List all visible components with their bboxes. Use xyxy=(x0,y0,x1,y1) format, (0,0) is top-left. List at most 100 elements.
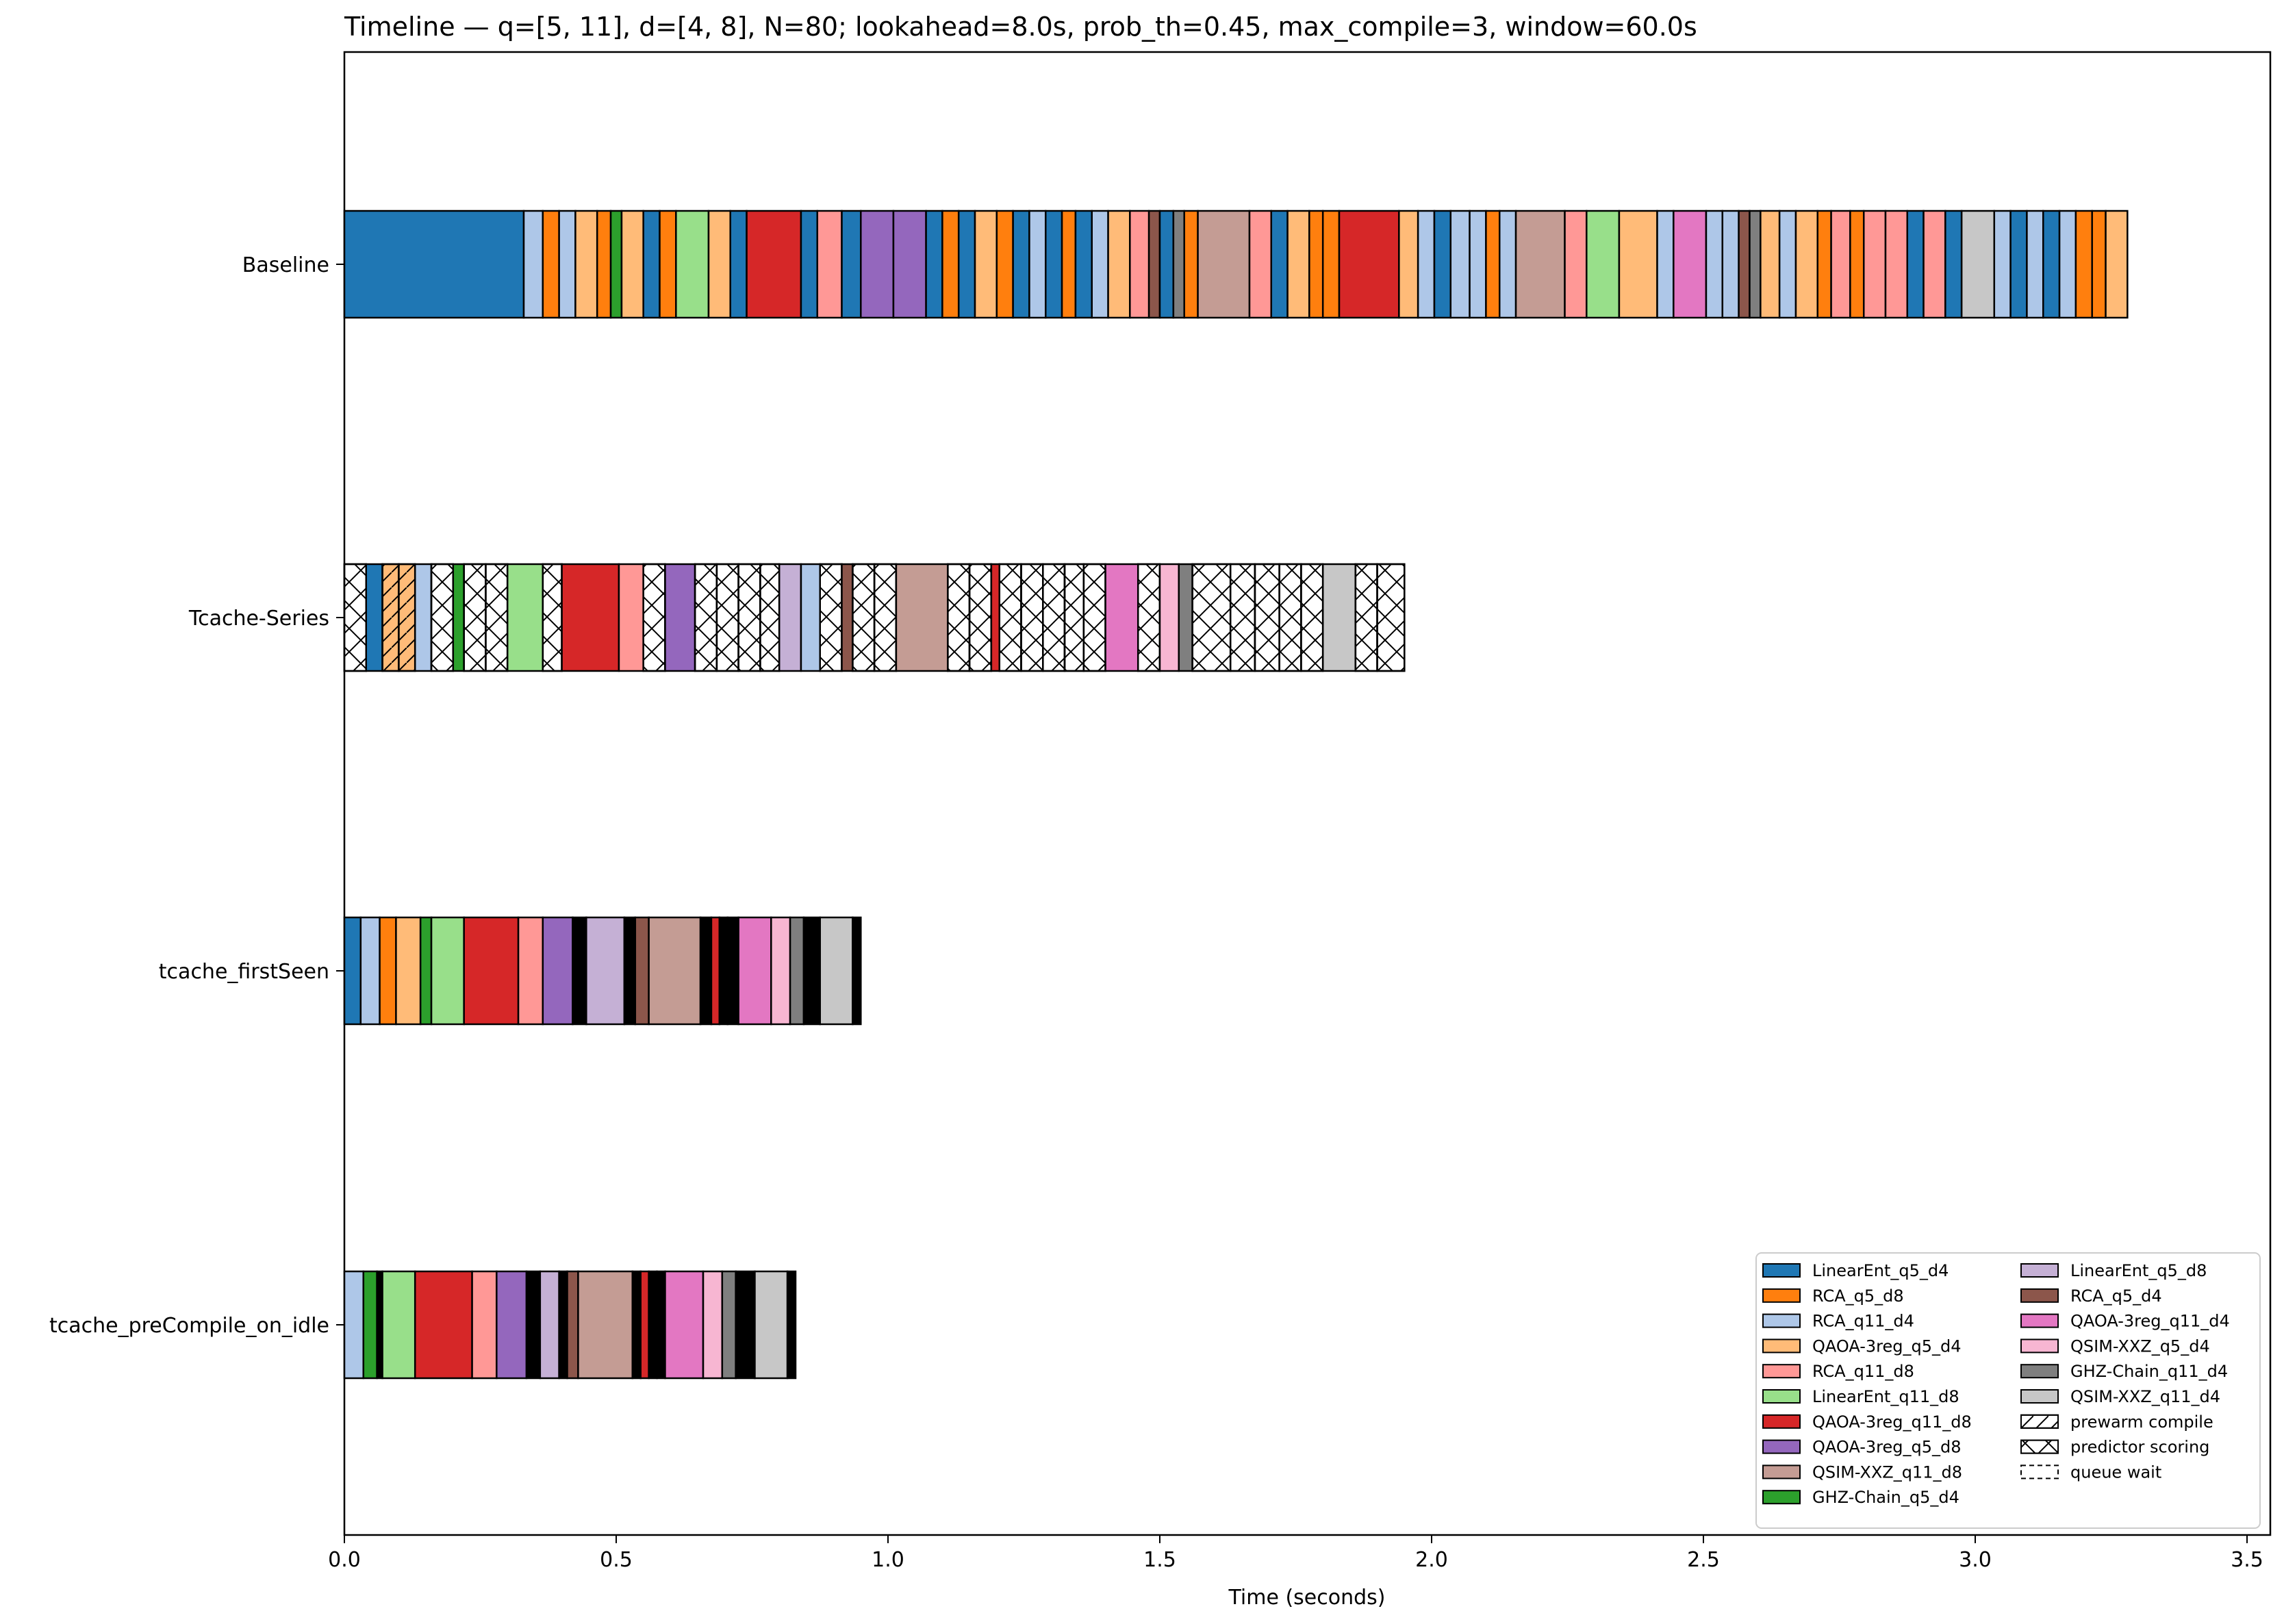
legend-label: GHZ-Chain_q5_d4 xyxy=(1812,1488,1959,1507)
segment-linearent-q5-d8 xyxy=(778,563,802,672)
y-tick-label: tcache_firstSeen xyxy=(159,960,329,984)
segment-queue-wait xyxy=(726,916,739,1026)
segment-qaoa-3reg-q11-d4 xyxy=(664,1270,705,1380)
legend-swatch xyxy=(2020,1313,2059,1328)
segment-qsim-xxz-q11-d4 xyxy=(1321,563,1357,672)
legend-swatch xyxy=(1762,1439,1801,1454)
segment-qaoa-3reg-q5-d4 xyxy=(620,210,644,319)
legend-swatch xyxy=(1762,1338,1801,1354)
segment-queue-wait xyxy=(623,916,637,1026)
segment-qaoa-3reg-q11-d8 xyxy=(1338,210,1400,319)
segment-qaoa-3reg-q5-d4 xyxy=(707,210,731,319)
legend-swatch xyxy=(1762,1288,1801,1303)
segment-rca-q11-d8 xyxy=(1923,210,1946,319)
segment-linearent-q5-d4 xyxy=(343,916,362,1026)
segment-rca-q5-d4 xyxy=(1738,210,1751,319)
legend-label: QAOA-3reg_q5_d4 xyxy=(1812,1336,1962,1356)
segment-rca-q11-d4 xyxy=(414,563,433,672)
segment-linearent-q5-d4 xyxy=(841,210,862,319)
segment-linearent-q11-d8 xyxy=(430,916,465,1026)
segment-hatch-scoring xyxy=(485,563,509,672)
segment-queue-wait xyxy=(802,916,822,1026)
segment-hatch-scoring xyxy=(463,563,487,672)
segment-qsim-xxz-q11-d8 xyxy=(1514,210,1566,319)
segment-linearent-q5-d4 xyxy=(2009,210,2028,319)
segment-rca-q11-d8 xyxy=(1129,210,1150,319)
legend-swatch xyxy=(1762,1364,1801,1379)
segment-qaoa-3reg-q5-d4 xyxy=(1760,210,1781,319)
segment-rca-q11-d4 xyxy=(2026,210,2044,319)
segment-rca-q5-d8 xyxy=(1321,210,1341,319)
segment-hatch-scoring xyxy=(1042,563,1066,672)
segment-linearent-q5-d4 xyxy=(925,210,943,319)
legend-label: LinearEnt_q11_d8 xyxy=(1812,1387,1959,1406)
segment-qsim-xxz-q5-d4 xyxy=(1158,563,1180,672)
segment-hatch-scoring xyxy=(1082,563,1106,672)
segment-rca-q11-d4 xyxy=(1417,210,1436,319)
segment-linearent-q5-d4 xyxy=(2042,210,2061,319)
segment-linearent-q5-d4 xyxy=(800,210,819,319)
segment-linearent-q11-d8 xyxy=(381,1270,416,1380)
segment-hatch-scoring xyxy=(1254,563,1280,672)
segment-rca-q5-d8 xyxy=(941,210,960,319)
segment-ghz-chain-q11-d4 xyxy=(1749,210,1762,319)
segment-rca-q5-d8 xyxy=(995,210,1014,319)
segment-rca-q5-d8 xyxy=(1183,210,1199,319)
legend-swatch xyxy=(2020,1464,2059,1480)
segment-queue-wait xyxy=(718,916,729,1026)
segment-qaoa-3reg-q5-d4 xyxy=(1794,210,1818,319)
segment-qsim-xxz-q11-d8 xyxy=(895,563,949,672)
segment-rca-q11-d4 xyxy=(1721,210,1740,319)
segment-hatch-prewarm xyxy=(381,563,400,672)
segment-hatch-scoring xyxy=(1229,563,1256,672)
segment-rca-q5-d8 xyxy=(1061,210,1077,319)
segment-hatch-scoring xyxy=(998,563,1022,672)
x-axis-label: Time (seconds) xyxy=(1228,1586,1386,1610)
legend-swatch xyxy=(2020,1364,2059,1379)
segment-rca-q5-d4 xyxy=(566,1270,579,1380)
legend-swatch xyxy=(1762,1414,1801,1429)
segment-ghz-chain-q5-d4 xyxy=(609,210,623,319)
legend-label: LinearEnt_q5_d8 xyxy=(2070,1261,2207,1280)
legend-label: RCA_q11_d8 xyxy=(1812,1362,1914,1381)
segment-hatch-prewarm xyxy=(398,563,416,672)
segment-rca-q5-d8 xyxy=(2091,210,2107,319)
x-tick-label: 1.0 xyxy=(872,1548,904,1572)
plot-area: 0.0 0.5 1.0 1.5 2.0 2.5 3.0 3.5 Baseline Tcache-S… xyxy=(49,51,2272,1572)
segment-rca-q11-d4 xyxy=(1705,210,1724,319)
legend-label: LinearEnt_q5_d4 xyxy=(1812,1261,1949,1280)
segment-qaoa-3reg-q5-d8 xyxy=(496,1270,528,1380)
segment-hatch-scoring xyxy=(1191,563,1232,672)
segment-ghz-chain-q11-d4 xyxy=(789,916,805,1026)
legend-label: QAOA-3reg_q5_d8 xyxy=(1812,1438,1962,1457)
segment-hatch-scoring xyxy=(1137,563,1161,672)
legend-swatch xyxy=(2020,1288,2059,1303)
segment-qaoa-3reg-q5-d4 xyxy=(1398,210,1419,319)
legend-label: RCA_q5_d4 xyxy=(2070,1286,2162,1306)
segment-ghz-chain-q11-d4 xyxy=(1172,210,1185,319)
segment-rca-q11-d4 xyxy=(1993,210,2012,319)
segment-qaoa-3reg-q5-d4 xyxy=(395,916,422,1026)
segment-linearent-q5-d4 xyxy=(642,210,661,319)
segment-rca-q5-d8 xyxy=(2074,210,2093,319)
segment-hatch-scoring xyxy=(737,563,761,672)
segment-hatch-scoring xyxy=(1020,563,1044,672)
x-tick-label: 2.5 xyxy=(1687,1548,1720,1572)
segment-qaoa-3reg-q5-d8 xyxy=(664,563,696,672)
axes-frame xyxy=(343,51,2272,1536)
segment-ghz-chain-q5-d4 xyxy=(362,1270,378,1380)
segment-linearent-q5-d8 xyxy=(585,916,626,1026)
segment-linearent-q5-d4 xyxy=(1045,210,1063,319)
segment-rca-q11-d8 xyxy=(1862,210,1887,319)
legend-swatch-hatch xyxy=(2020,1439,2059,1454)
segment-rca-q5-d8 xyxy=(1816,210,1832,319)
segment-qsim-xxz-q11-d4 xyxy=(819,916,854,1026)
segment-qaoa-3reg-q11-d8 xyxy=(414,1270,473,1380)
legend-swatch xyxy=(2020,1389,2059,1404)
segment-rca-q11-d8 xyxy=(1564,210,1588,319)
segment-queue-wait xyxy=(525,1270,542,1380)
x-tick-label: 0.5 xyxy=(600,1548,633,1572)
legend-swatch xyxy=(1762,1263,1801,1278)
segment-rca-q11-d8 xyxy=(1830,210,1851,319)
segment-rca-q5-d8 xyxy=(659,210,677,319)
